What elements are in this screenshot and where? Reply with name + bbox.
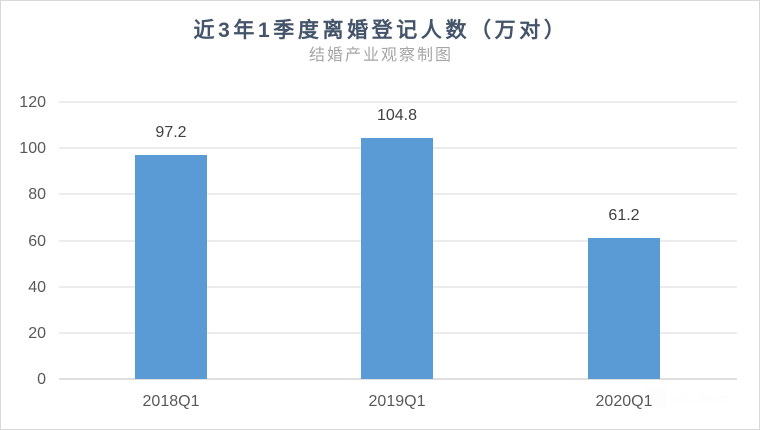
svg-text:100: 100 <box>19 140 46 157</box>
svg-text:20: 20 <box>28 325 46 342</box>
svg-text:2020Q1: 2020Q1 <box>596 393 653 410</box>
svg-text:60: 60 <box>28 233 46 250</box>
svg-text:0: 0 <box>37 371 46 388</box>
svg-text:2019Q1: 2019Q1 <box>369 393 426 410</box>
svg-text:2018Q1: 2018Q1 <box>143 393 200 410</box>
svg-text:abc.com: abc.com <box>671 390 728 406</box>
svg-text:80: 80 <box>28 186 46 203</box>
svg-text:40: 40 <box>28 279 46 296</box>
svg-text:104.8: 104.8 <box>377 107 417 124</box>
svg-text:120: 120 <box>19 94 46 111</box>
svg-text:97.2: 97.2 <box>155 124 186 141</box>
svg-text:61.2: 61.2 <box>608 207 639 224</box>
